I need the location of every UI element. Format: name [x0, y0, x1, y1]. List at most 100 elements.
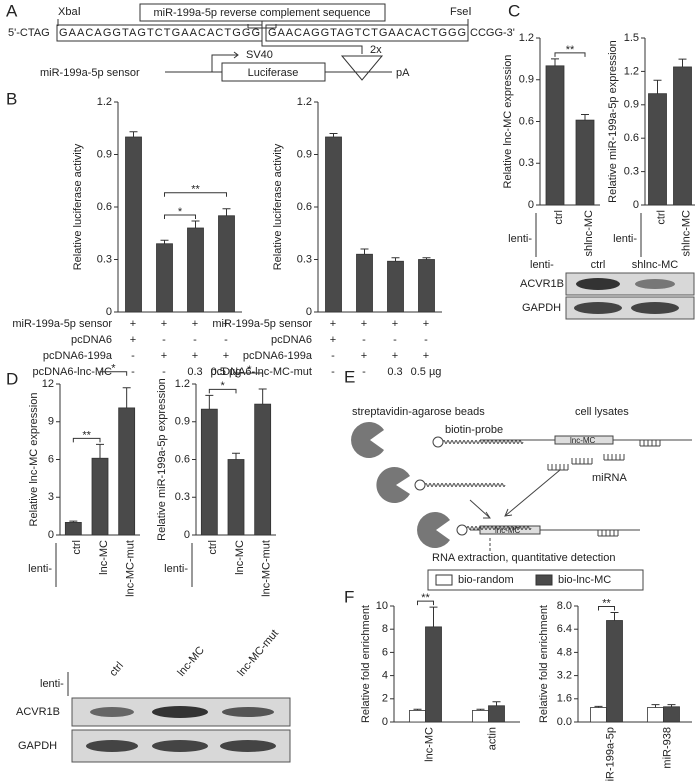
y-tick-label: 0 — [184, 529, 190, 541]
error-bar — [205, 394, 214, 410]
significance-bracket — [417, 600, 434, 606]
row-label: miR-199a-5p sensor — [12, 318, 112, 330]
blot-group: lenti- — [40, 678, 64, 690]
sequence: CCGG-3' — [470, 27, 515, 39]
blot-group: lenti- — [530, 259, 554, 271]
x-tick-label: ctrl — [553, 210, 565, 225]
band-label: GAPDH — [522, 302, 561, 314]
bar — [606, 620, 623, 723]
x-axis-label: lenti- — [28, 563, 52, 575]
y-tick-label: 6 — [382, 646, 388, 658]
table-cell: + — [361, 318, 367, 330]
y-tick-label: 1.6 — [557, 693, 572, 705]
bar — [91, 457, 109, 536]
x-tick-label: ctrl — [207, 540, 219, 555]
diagram-label: lnc-MC — [570, 436, 596, 445]
lane-label: ctrl — [591, 259, 606, 271]
bar — [663, 706, 680, 723]
legend-box — [427, 569, 644, 591]
bar — [125, 136, 142, 313]
significance-label: * — [221, 380, 226, 392]
y-tick-label: 0.9 — [175, 416, 190, 428]
band — [86, 740, 138, 752]
y-tick-label: 0.9 — [624, 99, 639, 111]
x-tick-label: lnc-MC — [98, 540, 110, 575]
bar — [254, 403, 272, 536]
significance-bracket — [164, 192, 227, 197]
mirna-comb — [597, 530, 619, 537]
error-bar — [191, 220, 200, 228]
error-bar — [160, 239, 169, 244]
transcript-box — [554, 435, 614, 445]
error-bar — [329, 133, 338, 137]
x-tick-label: actin — [486, 727, 498, 750]
table-cell: + — [330, 318, 336, 330]
biotin — [414, 479, 426, 491]
x-tick-label: lnc-MC — [234, 540, 246, 575]
bar — [545, 65, 565, 206]
y-tick-label: 0 — [528, 199, 534, 211]
row-label: pcDNA6 — [271, 334, 312, 346]
diagram-label: lnc-MC — [495, 526, 521, 535]
diagram-label: miRNA — [592, 472, 627, 484]
bar — [590, 707, 607, 723]
site-mark — [57, 19, 469, 26]
sequence: 5'-CTAG — [8, 27, 50, 39]
band-label: GAPDH — [18, 740, 57, 752]
error-bar — [653, 79, 662, 94]
row-label: pcDNA6-199a — [43, 350, 113, 362]
significance-label: ** — [191, 184, 200, 196]
table-cell: 0.5 µg — [211, 366, 242, 378]
bar — [64, 522, 82, 536]
significance-bracket — [164, 214, 196, 219]
table-cell: - — [331, 350, 335, 362]
band — [631, 302, 679, 314]
y-axis-label: Relative fold enrichment — [538, 605, 550, 723]
promoter-arrow — [211, 51, 239, 72]
panel-letter: D — [6, 369, 18, 388]
bar — [387, 260, 404, 313]
table-cell: + — [392, 350, 398, 362]
table-cell: + — [330, 334, 336, 346]
x-tick-label: ctrl — [71, 540, 83, 555]
bar — [575, 119, 595, 206]
y-tick-label: 6.4 — [557, 623, 572, 635]
polya-label: pA — [396, 67, 410, 79]
lane-label: lnc-MC-mut — [235, 628, 281, 679]
table-cell: + — [130, 334, 136, 346]
band — [90, 707, 134, 717]
error-bar — [222, 208, 231, 216]
x-tick-label: miR-199a-5p — [604, 727, 616, 781]
x-tick-label: shlnc-MC — [680, 210, 692, 257]
bar — [673, 66, 692, 206]
mirna-comb — [547, 464, 569, 471]
significance-bracket — [72, 437, 101, 443]
y-axis-label: Relative miR-199a-5p expression — [607, 40, 619, 203]
bar — [425, 626, 442, 723]
y-tick-label: 1.2 — [297, 96, 312, 108]
y-tick-label: 3.2 — [557, 670, 572, 682]
significance-bracket — [598, 606, 615, 611]
significance-bracket — [235, 372, 264, 378]
bar — [356, 253, 373, 313]
x-axis-label: lenti- — [164, 563, 188, 575]
y-tick-label: 10 — [376, 600, 388, 612]
table-cell: - — [393, 334, 397, 346]
x-tick-label: miR-938 — [661, 727, 673, 769]
error-bar — [129, 131, 138, 137]
y-tick-label: 0.9 — [97, 148, 112, 160]
bar — [200, 408, 218, 536]
panel-letter: E — [344, 367, 355, 386]
panel-letter: A — [6, 1, 18, 20]
table-cell: - — [224, 334, 228, 346]
table-cell: - — [424, 334, 428, 346]
y-axis-label: Relative lnc-MC expression — [28, 393, 40, 527]
significance-bracket — [554, 52, 586, 57]
gene-label: Luciferase — [248, 67, 299, 79]
row-label: pcDNA6-lnc-MC — [33, 366, 113, 378]
table-cell: + — [161, 350, 167, 362]
probe-wave — [424, 483, 506, 487]
y-tick-label: 0.6 — [519, 115, 534, 127]
table-cell: - — [362, 334, 366, 346]
